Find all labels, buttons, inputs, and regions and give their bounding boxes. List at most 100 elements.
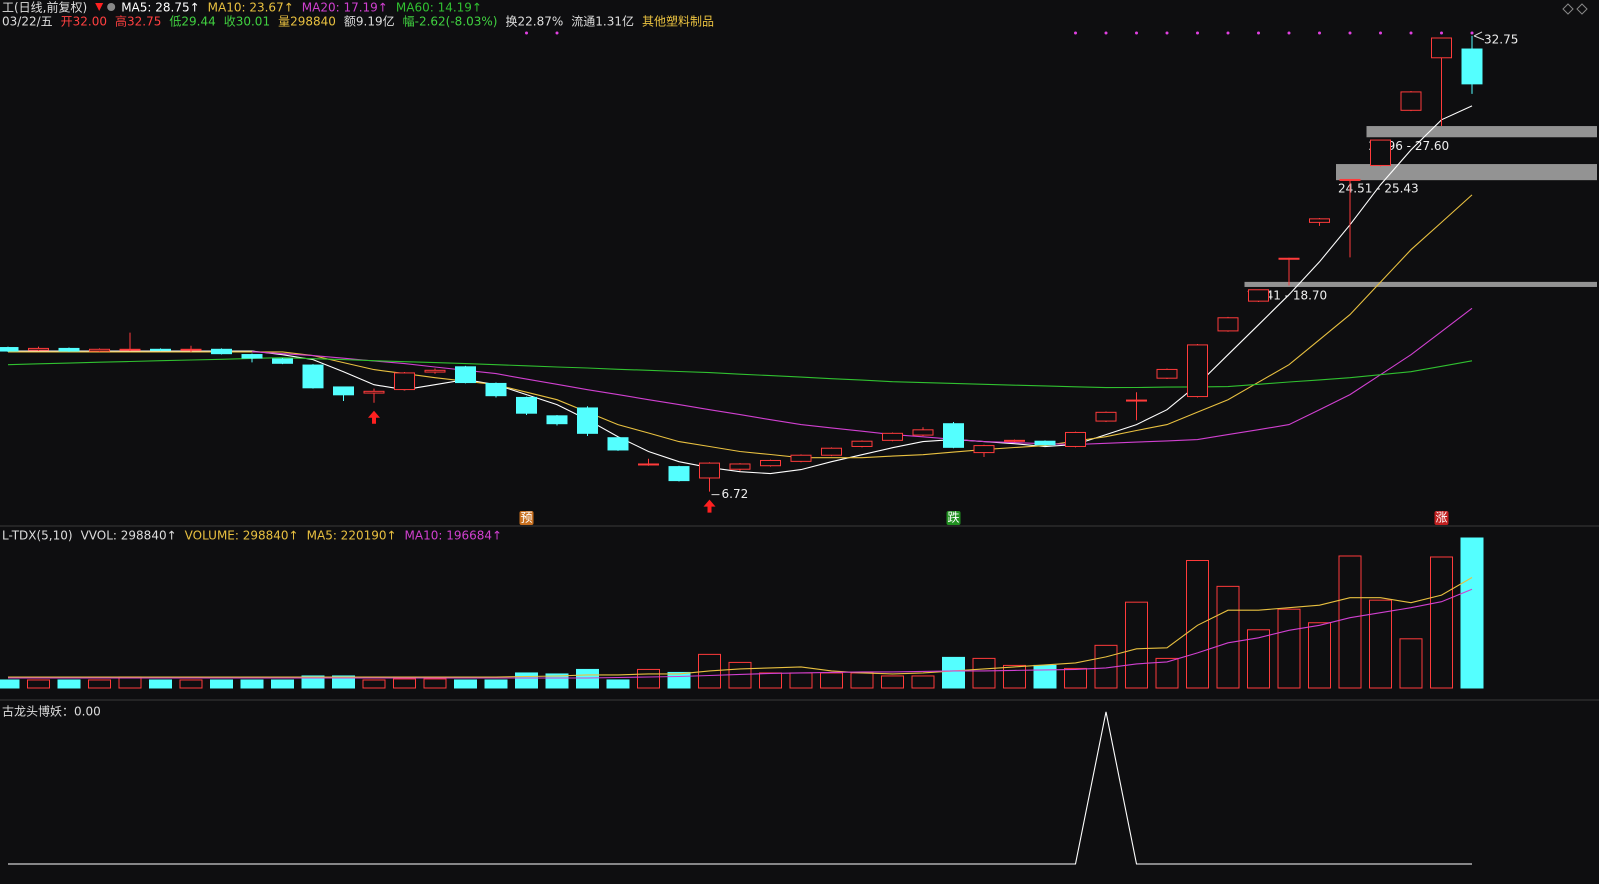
candle-body <box>821 447 842 456</box>
signal-label: 跌 <box>947 510 959 525</box>
header-label: 03/22/五 <box>2 15 53 29</box>
volume-bar <box>454 679 477 689</box>
header-label: 换22.87% <box>506 15 564 29</box>
candle-body <box>577 407 598 434</box>
candle-body <box>211 348 232 355</box>
event-dot <box>1226 31 1230 35</box>
candle-body <box>28 347 49 351</box>
volume-bar <box>759 672 782 689</box>
volume-bar <box>667 671 691 689</box>
volume-bar <box>1338 555 1362 689</box>
candle-body <box>1339 178 1361 181</box>
event-dot <box>555 31 559 35</box>
volume-bar <box>1155 657 1179 689</box>
candle-body <box>1370 139 1391 166</box>
header-label: 流通1.31亿 <box>571 14 634 29</box>
event-dot <box>1135 31 1138 35</box>
candle-body <box>760 459 781 467</box>
candle-body <box>1004 439 1025 442</box>
candle-body <box>302 364 324 389</box>
candle-body <box>729 463 751 470</box>
candle-body <box>1248 289 1269 302</box>
volume-bar <box>1430 556 1453 689</box>
candle-body <box>912 429 934 436</box>
signal-label: 涨 <box>1435 510 1447 525</box>
indicator-line <box>8 711 1472 865</box>
volume-bar <box>1308 622 1331 689</box>
window-icon[interactable] <box>1562 3 1574 15</box>
volume-bar <box>881 675 904 689</box>
candle-body <box>1461 48 1483 85</box>
volume-bar <box>911 675 935 689</box>
candle-body <box>638 463 659 466</box>
volume-bar <box>301 675 325 689</box>
indicator-label: 古龙头博妖：0.00 <box>2 704 101 719</box>
volume-bar <box>393 678 416 689</box>
candle-body <box>363 390 385 394</box>
volume-bar <box>362 679 386 689</box>
high-label: 32.75 <box>1484 32 1518 46</box>
volume-bar <box>789 672 813 689</box>
candle-body <box>58 347 80 352</box>
header-label: 幅-2.62(-8.03%) <box>403 14 498 29</box>
volume-bar <box>850 672 874 689</box>
candle-body <box>1156 368 1178 379</box>
volume-bar <box>1399 638 1423 689</box>
header-label: 量298840 <box>278 15 336 29</box>
support-zone <box>1244 281 1597 287</box>
volume-bar <box>1460 537 1484 689</box>
candle-body <box>516 396 537 414</box>
candle-body <box>607 437 629 451</box>
candle-body <box>1187 344 1208 398</box>
header-label: 额9.19亿 <box>344 14 395 29</box>
info-icon <box>107 3 116 11</box>
volume-bar <box>576 668 599 689</box>
header-label: 开32.00 <box>61 15 107 29</box>
volume-bar <box>1125 601 1148 689</box>
event-dot <box>1470 31 1474 35</box>
candle-body <box>424 369 446 373</box>
volume-bar <box>606 679 630 689</box>
candle-body <box>1034 440 1056 446</box>
candle-body <box>1126 399 1147 402</box>
header-label: VVOL: 298840↑ <box>81 529 177 543</box>
window-icon[interactable] <box>1576 3 1588 15</box>
volume-bar <box>179 679 203 689</box>
signal-badge <box>519 511 534 525</box>
volume-bar <box>1247 629 1270 689</box>
chart-title: 工(日线,前复权) <box>2 0 87 15</box>
legend-label: MA5: 220190↑ <box>307 529 397 543</box>
signal-label: 预 <box>520 511 532 525</box>
support-zone <box>1366 126 1597 138</box>
volume-ma-line <box>8 588 1473 679</box>
event-dot <box>1104 31 1108 35</box>
annotation-arrow <box>1473 31 1485 41</box>
header-label: 收30.01 <box>224 15 270 29</box>
buy-arrow <box>368 410 380 424</box>
candle-body <box>546 415 568 425</box>
candle-body <box>1309 218 1330 223</box>
buy-arrow <box>703 499 716 513</box>
candle-body <box>790 454 812 462</box>
header-label: 其他塑料制品 <box>642 14 714 29</box>
volume-bar <box>0 679 20 689</box>
volume-bar <box>271 679 294 689</box>
header-label: MA5: 28.75↑ <box>121 1 199 15</box>
flag-icon <box>95 3 104 11</box>
candle-body <box>394 372 415 391</box>
event-dot <box>1379 31 1382 35</box>
signal-badge <box>1434 511 1449 525</box>
volume-ma-line <box>8 577 1473 678</box>
volume-bar <box>1216 585 1240 689</box>
candle-body <box>150 348 171 351</box>
volume-bar <box>423 678 447 689</box>
candle-body <box>943 423 964 448</box>
volume-bar <box>1369 599 1392 689</box>
volume-bar <box>210 679 233 689</box>
event-dot <box>1165 31 1169 35</box>
event-dot <box>1196 31 1199 35</box>
candle-body <box>0 347 19 352</box>
event-dot <box>1440 31 1443 35</box>
header-label: 高32.75 <box>115 14 161 29</box>
